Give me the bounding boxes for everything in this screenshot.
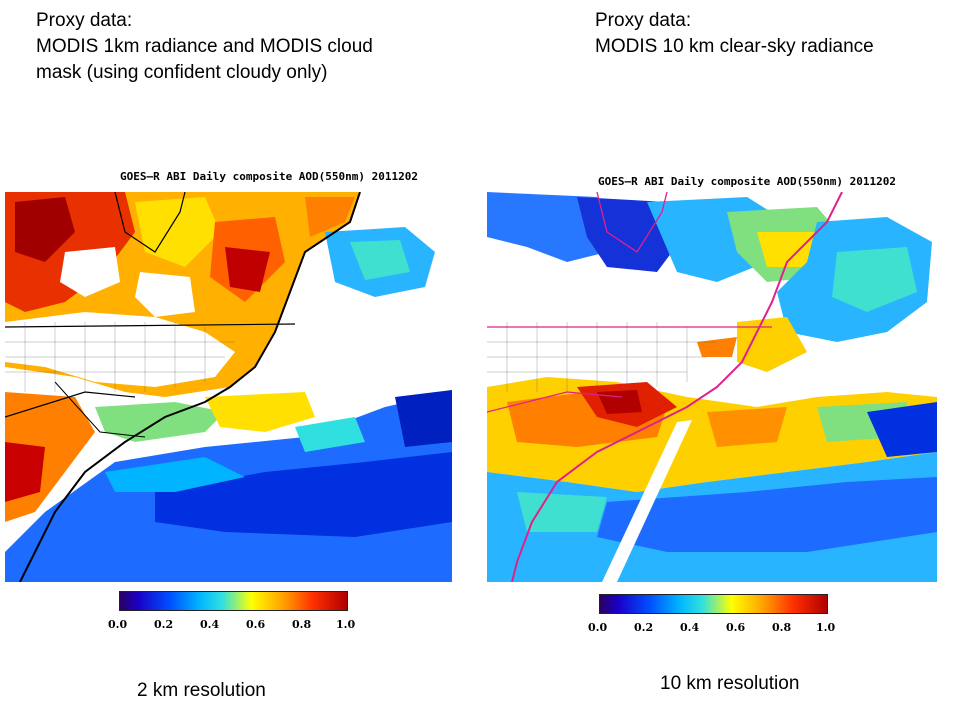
right-colorbar: [599, 594, 828, 614]
right-tick-1: 0.2: [634, 621, 654, 634]
left-tick-4: 0.8: [292, 618, 312, 631]
left-tick-5: 1.0: [336, 618, 356, 631]
right-caption: Proxy data: MODIS 10 km clear-sky radian…: [595, 8, 874, 60]
right-tick-0: 0.0: [588, 621, 608, 634]
right-map-title: GOES–R ABI Daily composite AOD(550nm) 20…: [598, 175, 897, 188]
left-caption-line-1: Proxy data:: [36, 10, 133, 31]
right-resolution-label: 10 km resolution: [660, 673, 800, 694]
left-aod-map: [5, 192, 452, 582]
right-caption-line-1: Proxy data:: [595, 10, 692, 31]
right-tick-3: 0.6: [726, 621, 746, 634]
right-aod-map: [487, 192, 937, 582]
right-tick-5: 1.0: [816, 621, 836, 634]
left-tick-0: 0.0: [108, 618, 128, 631]
left-map-title: GOES–R ABI Daily composite AOD(550nm) 20…: [120, 170, 419, 183]
left-caption: Proxy data: MODIS 1km radiance and MODIS…: [36, 8, 373, 86]
left-tick-3: 0.6: [246, 618, 266, 631]
left-caption-line-2: MODIS 1km radiance and MODIS cloud: [36, 36, 373, 57]
right-tick-2: 0.4: [680, 621, 700, 634]
right-tick-4: 0.8: [772, 621, 792, 634]
right-caption-line-2: MODIS 10 km clear-sky radiance: [595, 36, 874, 57]
left-tick-2: 0.4: [200, 618, 220, 631]
left-tick-1: 0.2: [154, 618, 174, 631]
left-resolution-label: 2 km resolution: [137, 680, 266, 701]
left-caption-line-3: mask (using confident cloudy only): [36, 62, 328, 83]
left-colorbar: [119, 591, 348, 611]
